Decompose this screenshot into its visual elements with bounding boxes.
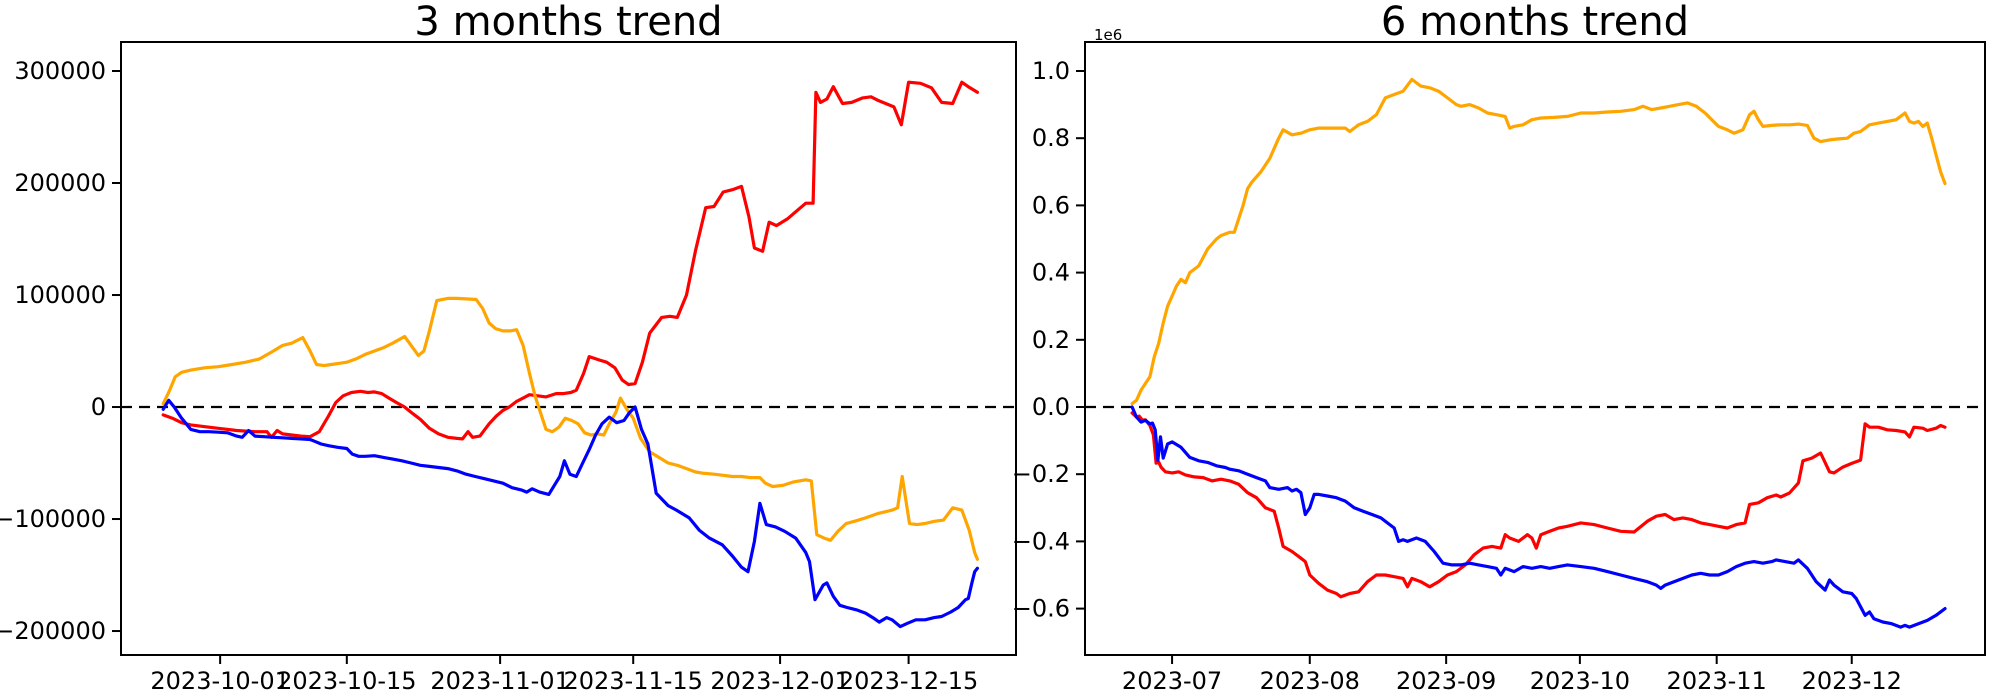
y-tick-label: −0.4 (1012, 527, 1070, 555)
y-tick-label: 0.2 (1032, 326, 1070, 354)
series-line-blue (161, 398, 980, 629)
x-tick-label: 2023-09 (1396, 667, 1496, 695)
y-tick-label: 0 (91, 393, 106, 421)
y-tick-label: 0.8 (1032, 124, 1070, 152)
plot-spine (1084, 41, 1986, 656)
y-tick-label: −0.2 (1012, 460, 1070, 488)
x-tick-label: 2023-10 (1530, 667, 1630, 695)
y-tick-label: 1.0 (1032, 57, 1070, 85)
y-tick-label: 0.4 (1032, 259, 1070, 287)
x-tick-label: 2023-12-15 (839, 667, 978, 695)
x-tick-label: 2023-12 (1802, 667, 1902, 695)
y-tick-label: −200000 (0, 617, 106, 645)
series-line-red (1130, 411, 1947, 599)
y-tick-label: 0.0 (1032, 393, 1070, 421)
series-line-orange (1130, 77, 1947, 406)
y-tick-label: 100000 (14, 281, 106, 309)
x-tick-label: 2023-11 (1667, 667, 1767, 695)
chart-title-6-months: 6 months trend (1380, 0, 1690, 45)
y-tick-label: 300000 (14, 57, 106, 85)
x-tick-label: 2023-12-01 (710, 667, 849, 695)
x-tick-label: 2023-07 (1122, 667, 1222, 695)
chart-title-3-months: 3 months trend (414, 0, 723, 45)
x-tick-label: 2023-10-01 (150, 667, 289, 695)
series-line-orange (161, 296, 980, 561)
x-tick-label: 2023-08 (1260, 667, 1360, 695)
plot-spine (120, 41, 1017, 656)
series-line-blue (1130, 405, 1947, 629)
y-tick-label: −100000 (0, 505, 106, 533)
series-line-red (161, 80, 980, 441)
x-tick-label: 2023-11-15 (563, 667, 702, 695)
x-tick-label: 2023-11-01 (430, 667, 569, 695)
y-tick-label: 200000 (14, 169, 106, 197)
x-tick-label: 2023-10-15 (277, 667, 416, 695)
y-tick-label: −0.6 (1012, 595, 1070, 623)
y-axis-offset-label: 1e6 (1094, 26, 1123, 44)
y-tick-label: 0.6 (1032, 191, 1070, 219)
